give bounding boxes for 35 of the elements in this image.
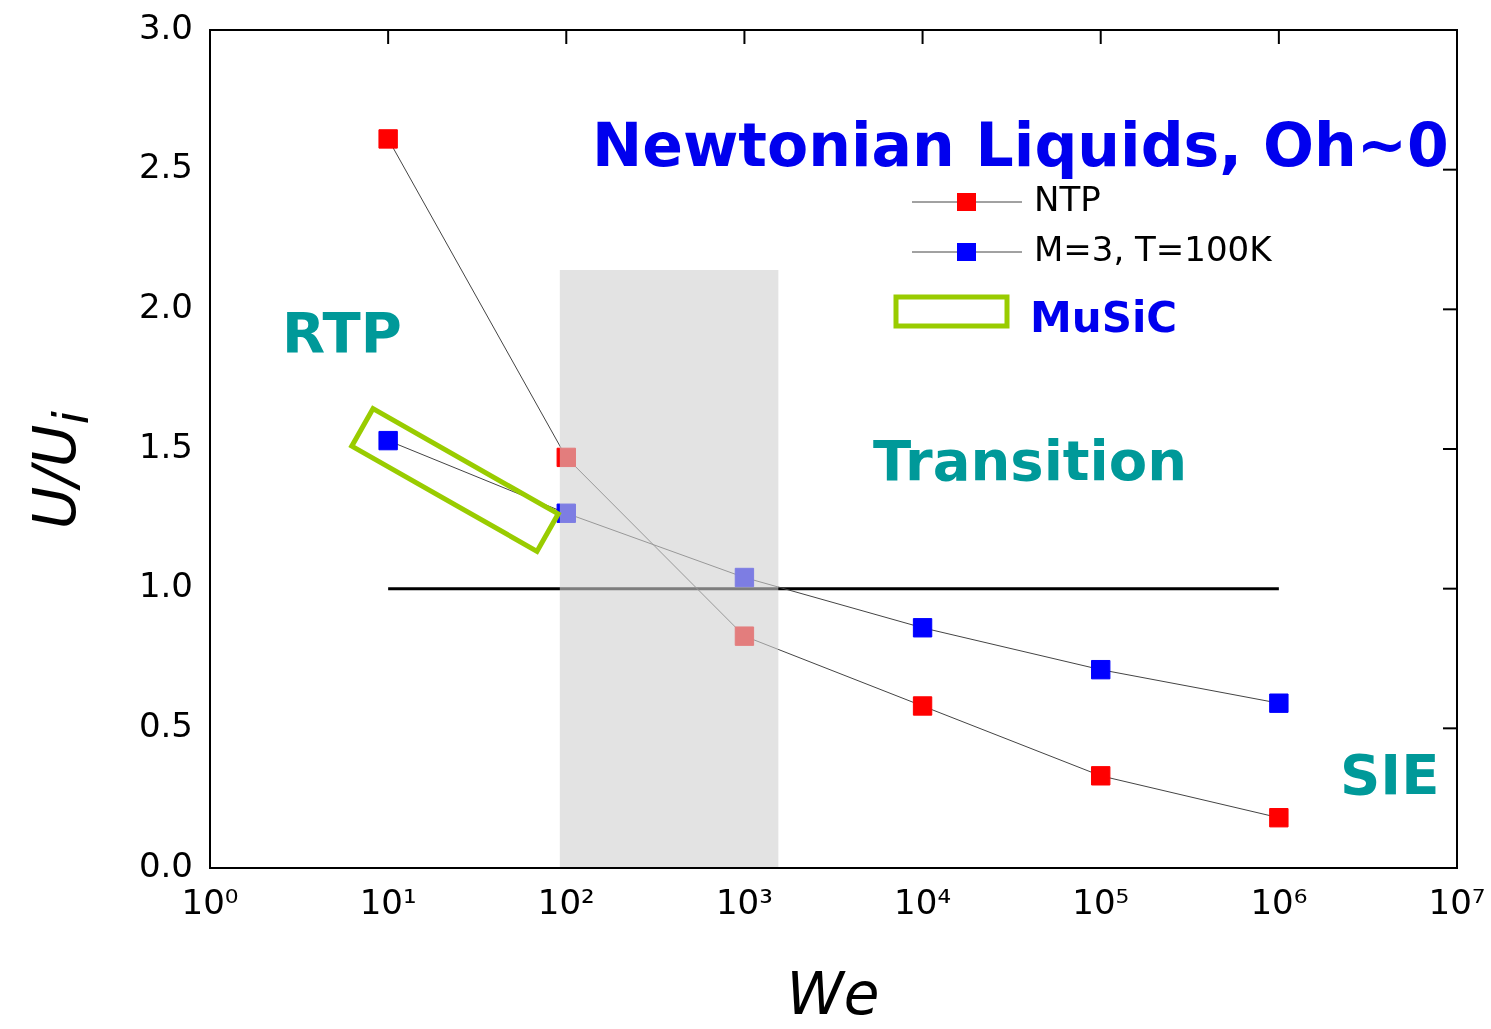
- annotation: SIE: [1340, 742, 1440, 807]
- x-tick-label: 10³: [715, 882, 773, 923]
- point: [1091, 766, 1111, 786]
- legend-label: NTP: [1034, 178, 1101, 219]
- x-tick-label: 10⁰: [181, 882, 239, 923]
- x-axis-title: We: [786, 960, 880, 1028]
- point: [556, 447, 576, 468]
- point: [378, 430, 398, 451]
- annotation: Newtonian Liquids, Oh~0: [592, 110, 1449, 180]
- point: [1269, 808, 1289, 828]
- x-tick-label: 10⁵: [1072, 882, 1130, 923]
- x-tick-label: 10⁶: [1250, 882, 1308, 923]
- point: [912, 696, 933, 716]
- x-tick-label: 10¹: [359, 882, 417, 923]
- x-tick-label: 10²: [537, 882, 595, 923]
- annotation: Transition: [873, 428, 1188, 493]
- point: [912, 618, 933, 638]
- x-tick-label: 10⁴: [894, 882, 952, 923]
- y-tick-label: 0.5: [138, 705, 193, 746]
- point: [556, 503, 576, 523]
- y-tick-label: 1.5: [138, 425, 193, 466]
- annotation: MuSiC: [1030, 293, 1178, 342]
- annotation: RTP: [282, 300, 402, 365]
- y-tick-label: 2.5: [138, 146, 193, 187]
- y-tick-label: 3.0: [138, 6, 193, 47]
- point: [734, 567, 755, 588]
- y-tick-label: 1.0: [138, 565, 193, 606]
- legend-label: M=3, T=100K: [1034, 228, 1274, 269]
- y-tick-label: 0.0: [138, 844, 193, 885]
- point: [1091, 659, 1111, 680]
- point: [378, 129, 398, 149]
- x-tick-label: 10⁷: [1428, 882, 1486, 923]
- point: [1269, 693, 1289, 713]
- point: [734, 626, 755, 646]
- y-tick-label: 2.0: [138, 286, 193, 327]
